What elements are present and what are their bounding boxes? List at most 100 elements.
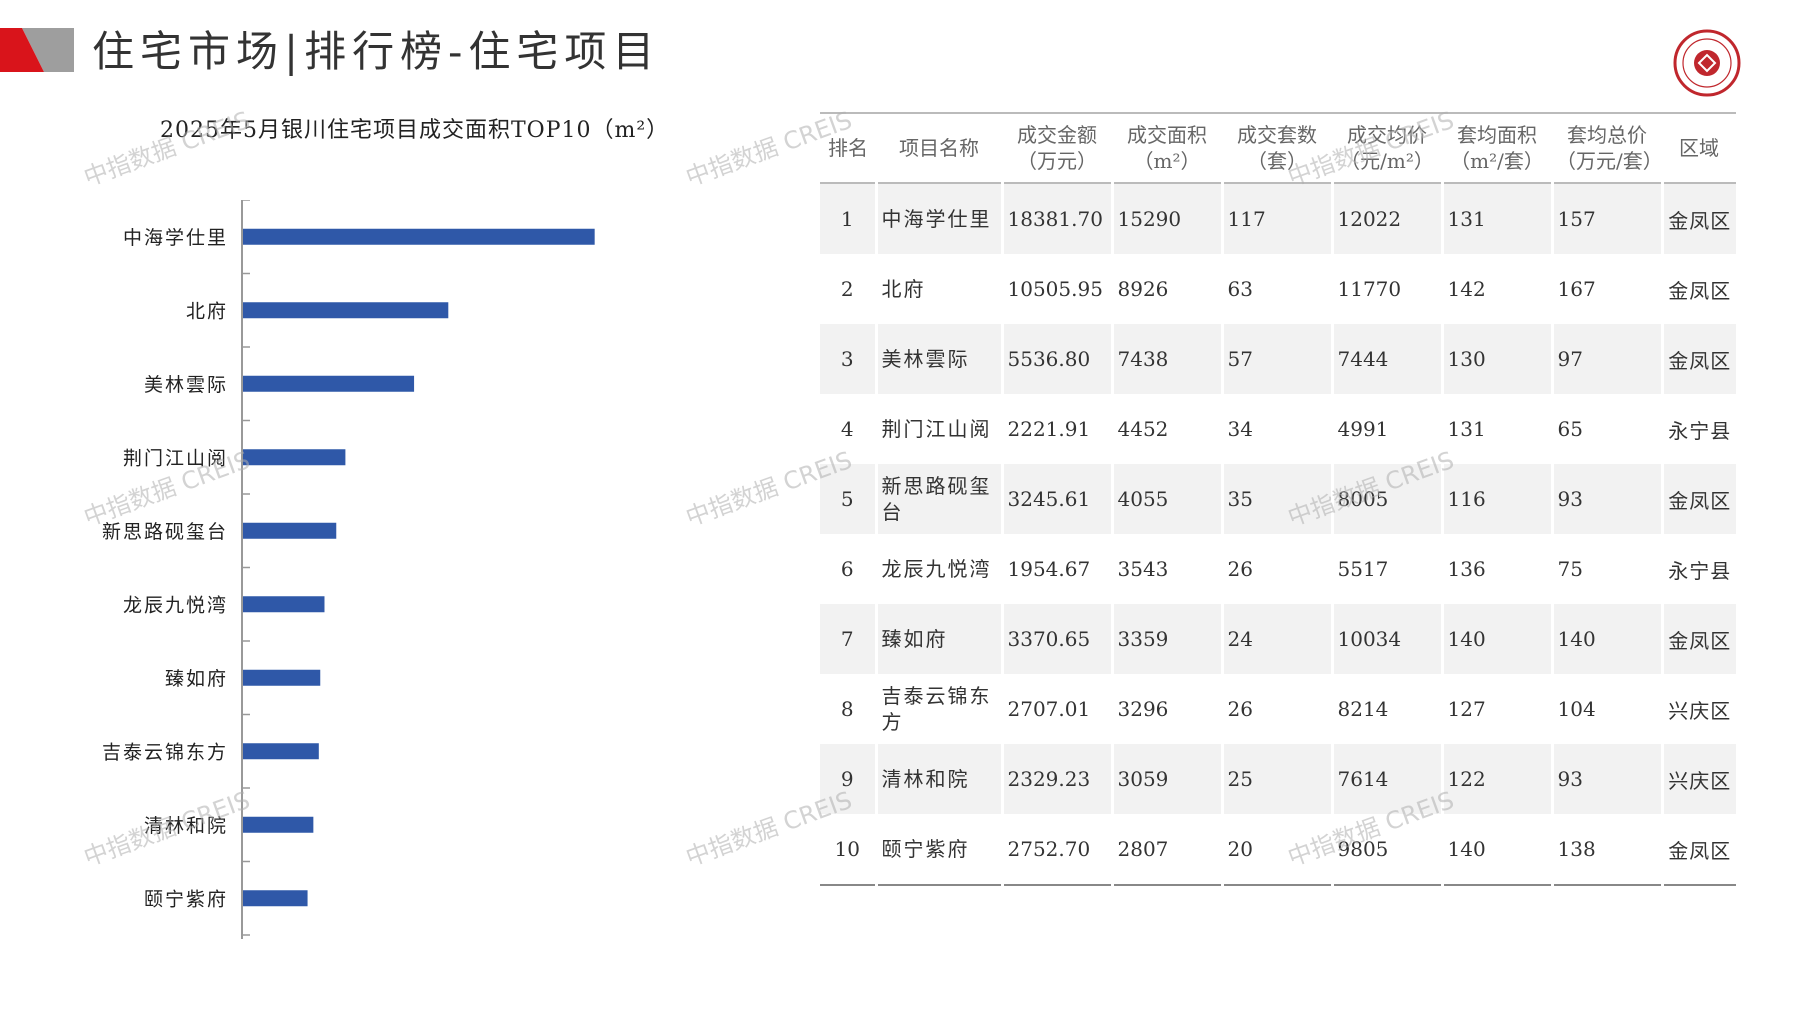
table-cell: 65: [1550, 394, 1662, 464]
table-cell: 131: [1440, 183, 1552, 254]
category-label: 新思路砚玺台: [102, 521, 228, 543]
table-cell: 4991: [1330, 394, 1442, 464]
table-cell: 金凤区: [1660, 324, 1736, 394]
category-label: 美林雲际: [144, 374, 228, 396]
table-cell: 93: [1550, 744, 1662, 814]
table-cell: 8005: [1330, 464, 1442, 534]
table-cell: 吉泰云锦东方: [874, 674, 1002, 744]
column-header-text: 成交面积: [1127, 123, 1207, 147]
table-cell: 140: [1440, 814, 1552, 886]
column-header: 成交金额 （万元）: [1002, 112, 1112, 184]
category-label: 清林和院: [144, 815, 228, 837]
table-cell: 75: [1550, 534, 1662, 604]
column-header-text: 套均面积: [1457, 123, 1537, 147]
table-cell: 20: [1220, 814, 1332, 886]
table-row: 6 龙辰九悦湾 1954.67 3543 26 5517 136 75 永宁县: [820, 534, 1736, 604]
table-row: 3 美林雲际 5536.80 7438 57 7444 130 97 金凤区: [820, 324, 1736, 394]
table-cell: 中海学仕里: [874, 183, 1002, 254]
table-cell: 97: [1550, 324, 1662, 394]
column-header-text: 项目名称: [899, 136, 979, 160]
table-row: 1 中海学仕里 18381.70 15290 117 12022 131 157 金凤区: [820, 183, 1736, 254]
table-cell: 7444: [1330, 324, 1442, 394]
category-label: 荆门江山阅: [123, 447, 228, 469]
column-header: 成交均价 （元/m²）: [1332, 112, 1442, 184]
column-header-text: （m²）: [1133, 149, 1201, 173]
column-header-text: （m²/套）: [1450, 149, 1544, 173]
table-row: 8 吉泰云锦东方 2707.01 3296 26 8214 127 104 兴庆区: [820, 674, 1736, 744]
table-cell: 1: [820, 183, 876, 254]
table-cell: 2: [840, 277, 854, 301]
bar: [243, 669, 321, 686]
table-cell: 1954.67: [1000, 534, 1112, 604]
table-cell: 金凤区: [1660, 464, 1736, 534]
table-cell: 10: [820, 814, 876, 886]
table-cell: 4055: [1110, 464, 1222, 534]
column-header-text: 成交金额: [1017, 123, 1097, 147]
table-cell: 136: [1440, 534, 1552, 604]
category-label: 颐宁紫府: [144, 888, 228, 910]
table-cell: 157: [1550, 183, 1662, 254]
table-cell: 18381.70: [1000, 183, 1112, 254]
bar: [243, 596, 325, 613]
table-cell: 5536.80: [1000, 324, 1112, 394]
table-cell: 7: [820, 604, 876, 674]
column-header-text: 套均总价: [1567, 123, 1647, 147]
table-cell: 2752.70: [1000, 814, 1112, 886]
table-cell: 兴庆区: [1660, 744, 1736, 814]
table-cell: 7438: [1110, 324, 1222, 394]
column-header: 排名: [820, 112, 876, 184]
table-cell: 167: [1550, 254, 1662, 324]
table-cell: 北府: [874, 254, 1002, 324]
column-header: 区域: [1662, 112, 1736, 184]
bar-chart: 中海学仕里北府美林雲际荆门江山阅新思路砚玺台龙辰九悦湾臻如府吉泰云锦东方清林和院…: [102, 200, 595, 939]
table-cell: 122: [1440, 744, 1552, 814]
category-label: 龙辰九悦湾: [123, 594, 228, 616]
table-cell: 8: [840, 697, 854, 721]
column-header: 成交套数 （套）: [1222, 112, 1332, 184]
table-cell: 140: [1550, 604, 1662, 674]
table-cell: 金凤区: [1660, 604, 1736, 674]
table-cell: 清林和院: [874, 744, 1002, 814]
table-cell: 6: [840, 557, 854, 581]
table-cell: 4452: [1110, 394, 1222, 464]
table-cell: 美林雲际: [874, 324, 1002, 394]
table-cell: 永宁县: [1660, 534, 1736, 604]
table-cell: 3245.61: [1000, 464, 1112, 534]
table-cell: 7614: [1330, 744, 1442, 814]
table-row: 7 臻如府 3370.65 3359 24 10034 140 140 金凤区: [820, 604, 1736, 674]
table-cell: 金凤区: [1660, 183, 1736, 254]
table-cell: 2707.01: [1000, 674, 1112, 744]
table-cell: 8214: [1330, 674, 1442, 744]
category-label: 吉泰云锦东方: [102, 741, 228, 763]
table-cell: 3370.65: [1000, 604, 1112, 674]
table-cell: 26: [1220, 674, 1332, 744]
table-cell: 142: [1440, 254, 1552, 324]
table-cell: 57: [1220, 324, 1332, 394]
column-header-text: 排名: [828, 136, 868, 160]
table-cell: 3359: [1110, 604, 1222, 674]
bar: [243, 375, 415, 392]
category-label: 北府: [186, 300, 228, 322]
table-cell: 10034: [1330, 604, 1442, 674]
column-header-text: （万元）: [1017, 149, 1097, 173]
table-cell: 35: [1220, 464, 1332, 534]
table-cell: 2807: [1110, 814, 1222, 886]
table-cell: 9805: [1330, 814, 1442, 886]
bar: [243, 449, 346, 466]
chart-title: 2025年5月银川住宅项目成交面积TOP10（m²）: [160, 118, 670, 143]
table-cell: 新思路砚玺台: [874, 464, 1002, 534]
table-cell: 140: [1440, 604, 1552, 674]
column-header: 项目名称: [876, 112, 1002, 184]
table-cell: 3543: [1110, 534, 1222, 604]
column-header-text: （元/m²）: [1340, 149, 1434, 173]
table-cell: 臻如府: [874, 604, 1002, 674]
table-cell: 10505.95: [1000, 254, 1112, 324]
bar: [243, 743, 319, 760]
bar: [243, 302, 449, 319]
table-cell: 130: [1440, 324, 1552, 394]
bar: [243, 816, 314, 833]
table-cell: 2329.23: [1000, 744, 1112, 814]
category-label: 中海学仕里: [123, 227, 228, 249]
table-cell: 兴庆区: [1660, 674, 1736, 744]
table-cell: 5: [820, 464, 876, 534]
